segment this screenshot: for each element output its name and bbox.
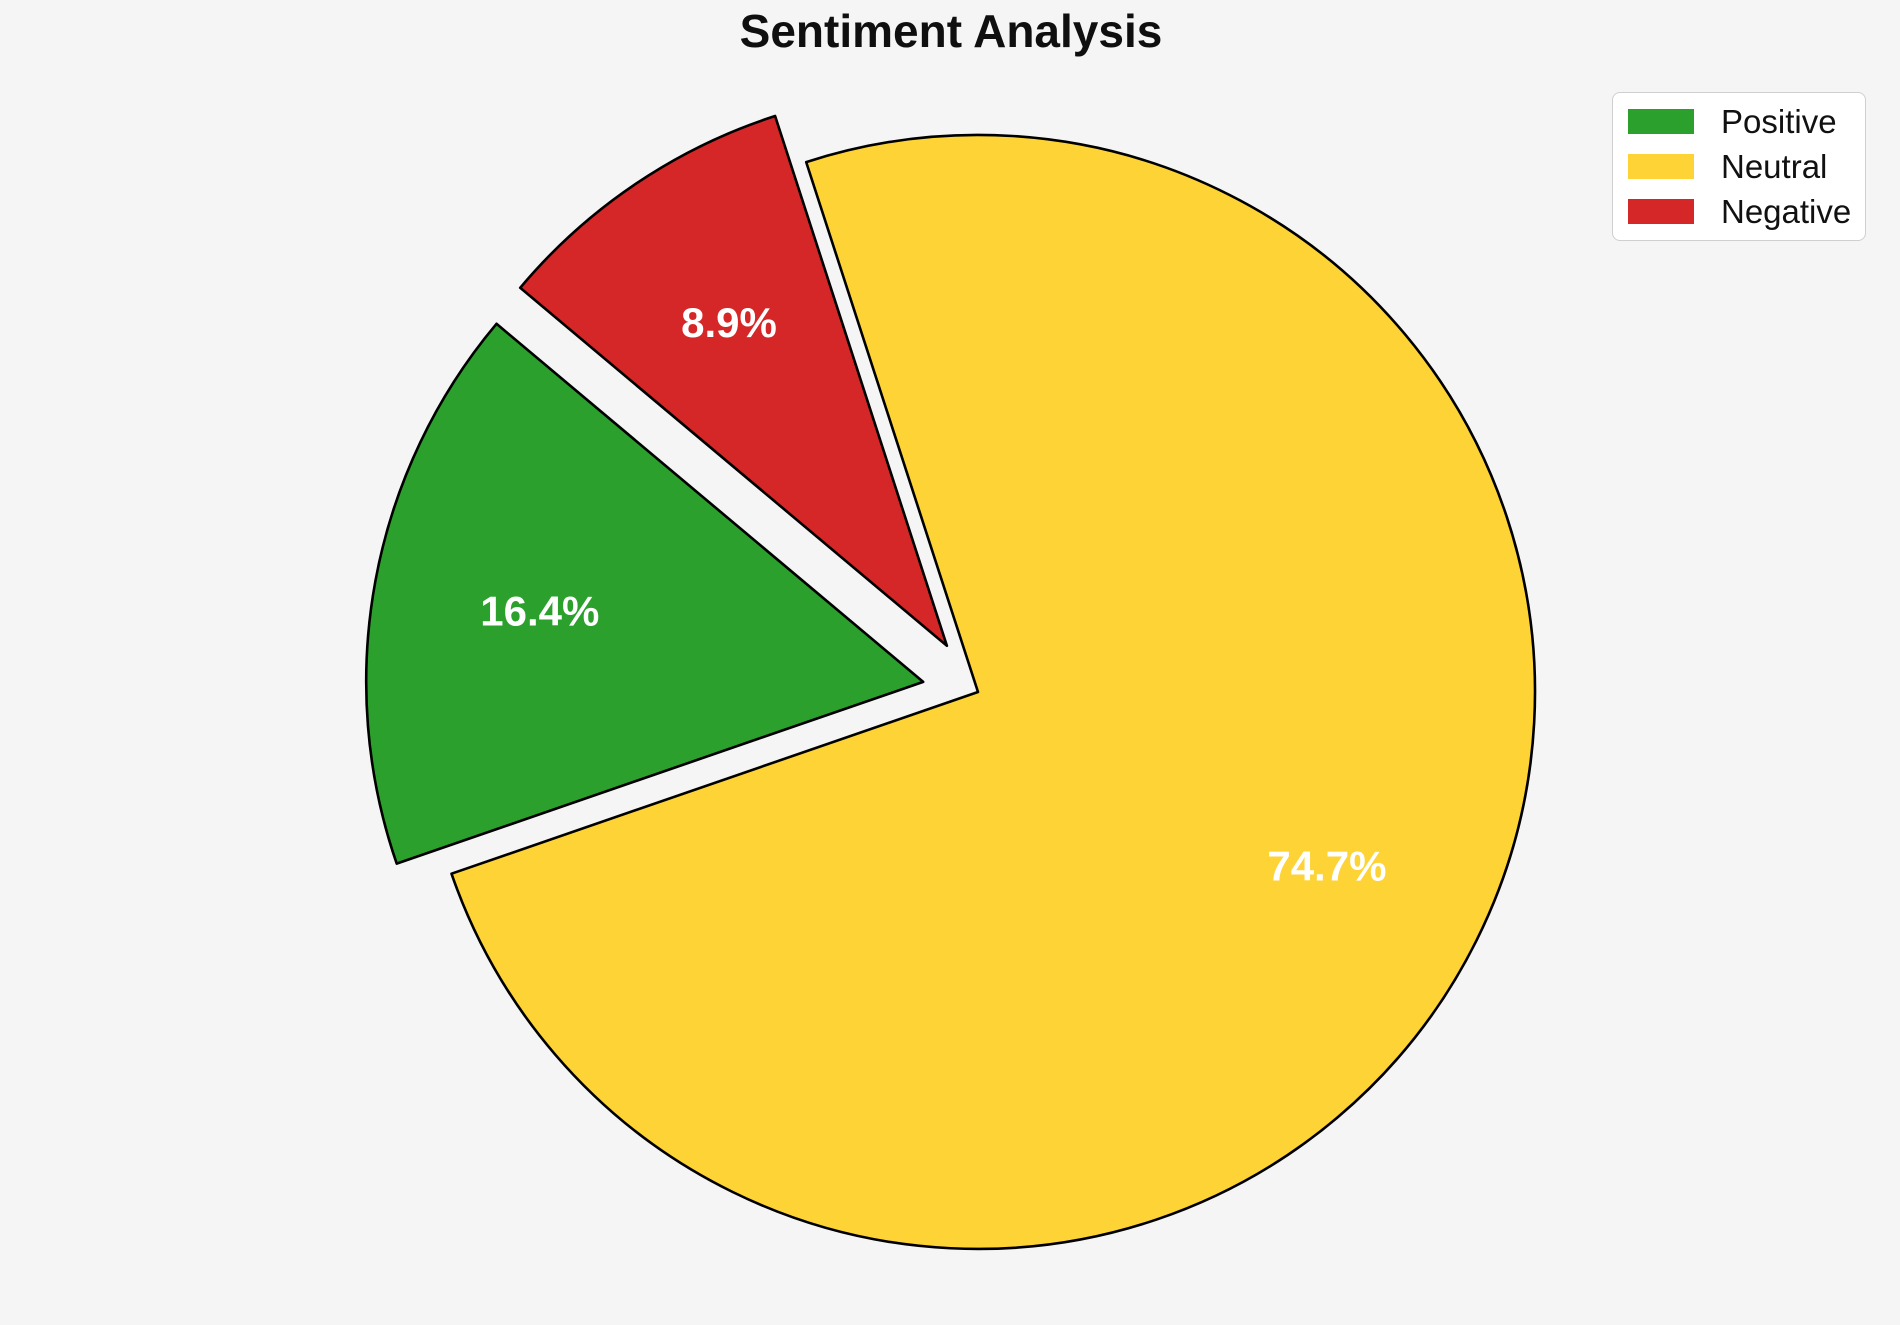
slice-label-negative: 8.9% [681, 299, 777, 346]
legend-swatch-neutral [1628, 154, 1694, 179]
legend-label-negative: Negative [1721, 193, 1852, 230]
legend-swatch-negative [1628, 199, 1694, 224]
legend-item-negative: Negative [1628, 189, 1852, 234]
legend-item-neutral: Neutral [1628, 144, 1850, 189]
pie-slice-neutral [450, 133, 1537, 1251]
pie-slice-negative [518, 114, 949, 648]
legend-item-positive: Positive [1628, 99, 1850, 144]
legend-swatch-positive [1628, 109, 1694, 134]
pie-slices [364, 114, 1537, 1251]
legend-label-neutral: Neutral [1721, 148, 1828, 185]
chart-title: Sentiment Analysis [739, 5, 1163, 57]
slice-label-positive: 16.4% [480, 587, 599, 634]
pie-slice-positive [364, 322, 925, 865]
legend: Positive Neutral Negative [1612, 92, 1866, 241]
legend-label-positive: Positive [1721, 103, 1837, 140]
slice-labels: 16.4% 74.7% 8.9% [480, 299, 1386, 890]
slice-label-neutral: 74.7% [1267, 843, 1386, 890]
